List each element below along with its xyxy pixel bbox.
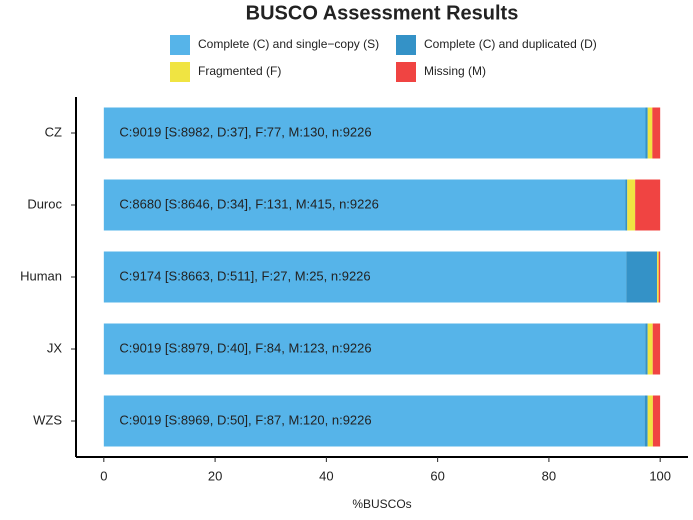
- bar-segment: [652, 395, 661, 447]
- bar-segment: [103, 395, 645, 447]
- y-tick-label: Duroc: [27, 196, 62, 211]
- bar-segment: [635, 179, 661, 231]
- legend-label: Missing (M): [424, 64, 486, 78]
- x-tick-label: 100: [649, 468, 671, 483]
- bar-segment: [652, 323, 661, 375]
- bar-annotation: C:9019 [S:8979, D:40], F:84, M:123, n:92…: [119, 340, 371, 355]
- bar-annotation: C:9019 [S:8969, D:50], F:87, M:120, n:92…: [119, 412, 371, 427]
- bar-segment: [647, 395, 653, 447]
- bar-segment: [658, 251, 661, 303]
- legend-swatch: [170, 62, 190, 82]
- bar-annotation: C:8680 [S:8646, D:34], F:131, M:415, n:9…: [119, 196, 378, 211]
- x-tick-label: 20: [208, 468, 222, 483]
- x-tick-label: 0: [100, 468, 107, 483]
- legend-swatch: [396, 62, 416, 82]
- legend-label: Fragmented (F): [198, 64, 281, 78]
- x-axis-label: %BUSCOs: [352, 497, 411, 511]
- bar-segment: [657, 251, 659, 303]
- bar-segment: [103, 251, 627, 303]
- y-tick-label: WZS: [33, 412, 62, 427]
- legend-swatch: [170, 35, 190, 55]
- bar-segment: [652, 107, 661, 159]
- bar-segment: [103, 107, 646, 159]
- bar-segment: [103, 179, 626, 231]
- bar-segment: [645, 107, 648, 159]
- chart-title: BUSCO Assessment Results: [246, 2, 519, 24]
- legend-label: Complete (C) and duplicated (D): [424, 37, 597, 51]
- bar-annotation: C:9174 [S:8663, D:511], F:27, M:25, n:92…: [119, 268, 370, 283]
- x-tick-label: 40: [319, 468, 333, 483]
- bar-segment: [647, 107, 653, 159]
- bar-segment: [644, 395, 648, 447]
- bar-segment: [626, 251, 658, 303]
- bar-segment: [625, 179, 628, 231]
- legend-label: Complete (C) and single−copy (S): [198, 37, 379, 51]
- bar-annotation: C:9019 [S:8982, D:37], F:77, M:130, n:92…: [119, 124, 371, 139]
- x-tick-label: 80: [542, 468, 556, 483]
- y-tick-label: Human: [20, 268, 62, 283]
- x-tick-label: 60: [430, 468, 444, 483]
- y-tick-label: JX: [47, 340, 63, 355]
- bar-segment: [627, 179, 636, 231]
- bar-segment: [103, 323, 646, 375]
- legend-swatch: [396, 35, 416, 55]
- y-tick-label: CZ: [45, 124, 62, 139]
- bar-segment: [647, 323, 653, 375]
- bar-segment: [645, 323, 648, 375]
